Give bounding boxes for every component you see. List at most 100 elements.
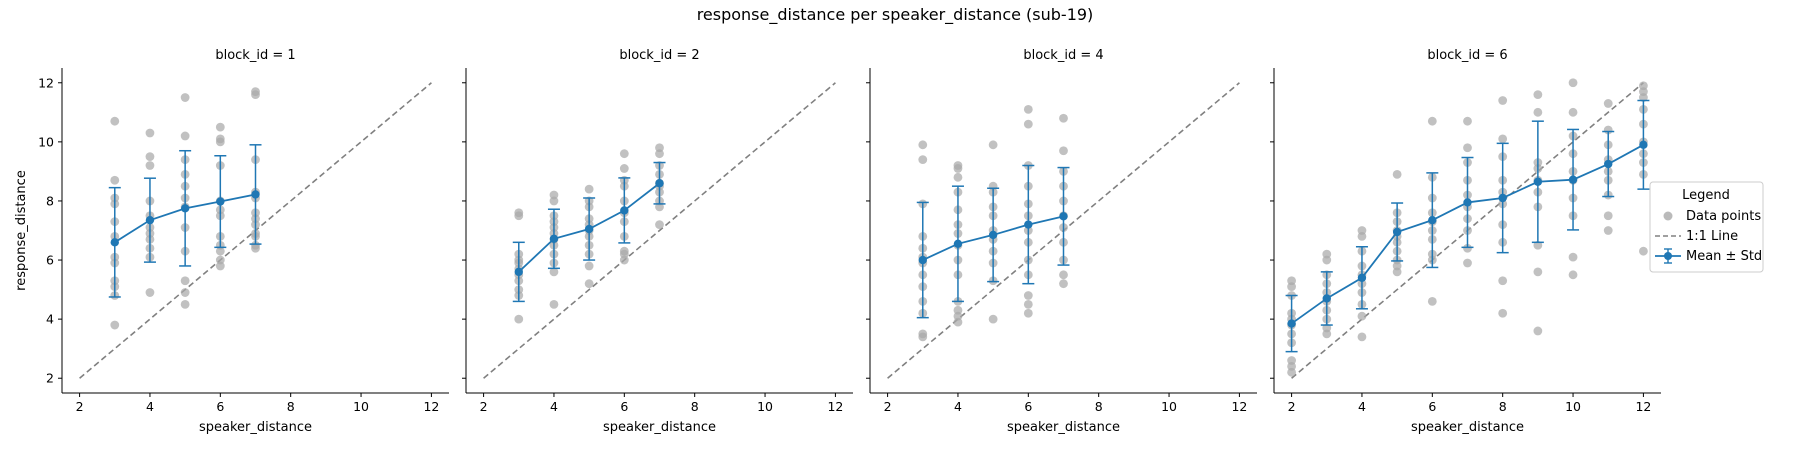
data-point [1023, 299, 1033, 309]
mean-marker [1428, 215, 1437, 225]
data-point [1059, 279, 1068, 289]
data-point [1059, 146, 1068, 156]
data-point [1392, 267, 1402, 277]
data-point [1498, 134, 1508, 144]
data-point [180, 131, 190, 141]
data-point [1322, 329, 1332, 339]
x-tick-label: 12 [1231, 399, 1247, 414]
x-axis-label: speaker_distance [603, 420, 716, 435]
data-point [1463, 116, 1472, 126]
x-tick-label: 2 [884, 399, 892, 414]
data-point [1498, 276, 1508, 286]
data-point [1059, 270, 1068, 280]
data-point [549, 196, 559, 206]
mean-marker [655, 179, 664, 188]
data-point [1357, 232, 1367, 241]
data-point [584, 279, 594, 289]
mean-marker [988, 230, 998, 240]
error-bars [916, 164, 1070, 319]
data-point [1463, 143, 1472, 153]
error-bars [1285, 99, 1650, 353]
figure-title: response_distance per speaker_distance (… [697, 5, 1094, 25]
data-point [1568, 252, 1578, 262]
panel-2: block_id = 2 2 4 6 8 10 12 speaker_distance [462, 48, 853, 435]
data-point [1568, 78, 1578, 88]
x-tick-label: 2 [76, 399, 84, 414]
x-axis-label: speaker_distance [1411, 420, 1524, 435]
data-point [215, 137, 225, 147]
mean-marker [1287, 319, 1296, 328]
mean-marker [1392, 227, 1402, 237]
x-axis-label: speaker_distance [199, 420, 312, 435]
data-point [918, 332, 928, 342]
panel-title: block_id = 1 [215, 48, 295, 63]
x-tick-label: 4 [954, 399, 962, 414]
data-point [1023, 119, 1033, 129]
x-tick-label: 12 [1635, 399, 1651, 414]
mean-marker [1463, 198, 1472, 207]
data-point [1463, 243, 1472, 253]
x-tick-label: 10 [1161, 399, 1177, 414]
mean-marker [620, 206, 629, 215]
legend-mean-std-marker [1655, 248, 1681, 264]
data-point [1498, 96, 1508, 105]
mean-marker [180, 204, 190, 213]
data-point [215, 246, 225, 256]
data-point [953, 164, 963, 173]
data-point [1322, 255, 1332, 265]
mean-marker [1024, 220, 1033, 229]
data-point [110, 116, 120, 126]
mean-marker [1604, 159, 1613, 169]
data-point [514, 211, 524, 221]
mean-marker [1357, 273, 1367, 282]
x-tick-label: 2 [1288, 399, 1296, 414]
data-point [1023, 308, 1033, 318]
y-tick-label: 4 [46, 312, 54, 327]
data-point [215, 122, 225, 132]
data-point [988, 140, 998, 150]
x-tick-label: 10 [1565, 399, 1581, 414]
x-tick-label: 8 [1095, 399, 1103, 414]
mean-marker [145, 215, 155, 225]
panels-group: block_id = 1 2 4 6 8 10 12 2 4 6 8 10 12 speaker_dist… [14, 48, 1661, 435]
data-point [1639, 93, 1648, 102]
y-axis-label: response_distance [14, 170, 29, 291]
legend-data-points-label: Data points [1686, 209, 1761, 224]
mean-marker [1533, 177, 1543, 186]
y-tick-label: 2 [46, 371, 54, 386]
data-point [1392, 169, 1402, 179]
data-point [180, 288, 190, 297]
y-tick-label: 10 [38, 134, 54, 149]
mean-marker [549, 234, 559, 243]
data-point [1357, 332, 1367, 342]
data-point [655, 202, 664, 212]
data-point [1568, 270, 1578, 280]
data-point [1533, 240, 1543, 250]
data-point [251, 90, 260, 99]
data-point [619, 164, 629, 173]
x-tick-label: 6 [620, 399, 628, 414]
data-point [953, 172, 963, 182]
data-point [655, 220, 664, 229]
mean-marker [514, 267, 523, 277]
panel-1: block_id = 1 2 4 6 8 10 12 2 4 6 8 10 12 speaker_dist… [14, 48, 449, 435]
data-point [619, 255, 629, 265]
data-point [180, 299, 190, 309]
x-tick-label: 4 [146, 399, 154, 414]
data-point [1533, 90, 1543, 99]
mean-marker [251, 190, 260, 199]
y-tick-label: 6 [46, 253, 54, 268]
mean-marker [1059, 212, 1068, 221]
data-point [584, 261, 594, 271]
data-point [215, 261, 225, 271]
legend-mean-std-label: Mean ± Std [1686, 249, 1762, 264]
x-tick-label: 6 [216, 399, 224, 414]
data-point [1603, 226, 1613, 235]
data-point [1533, 267, 1543, 277]
panel-title: block_id = 4 [1023, 48, 1103, 63]
data-point [1533, 326, 1543, 336]
legend-identity-line-label: 1:1 Line [1686, 229, 1738, 244]
mean-marker [1639, 140, 1648, 150]
x-tick-label: 4 [550, 399, 558, 414]
